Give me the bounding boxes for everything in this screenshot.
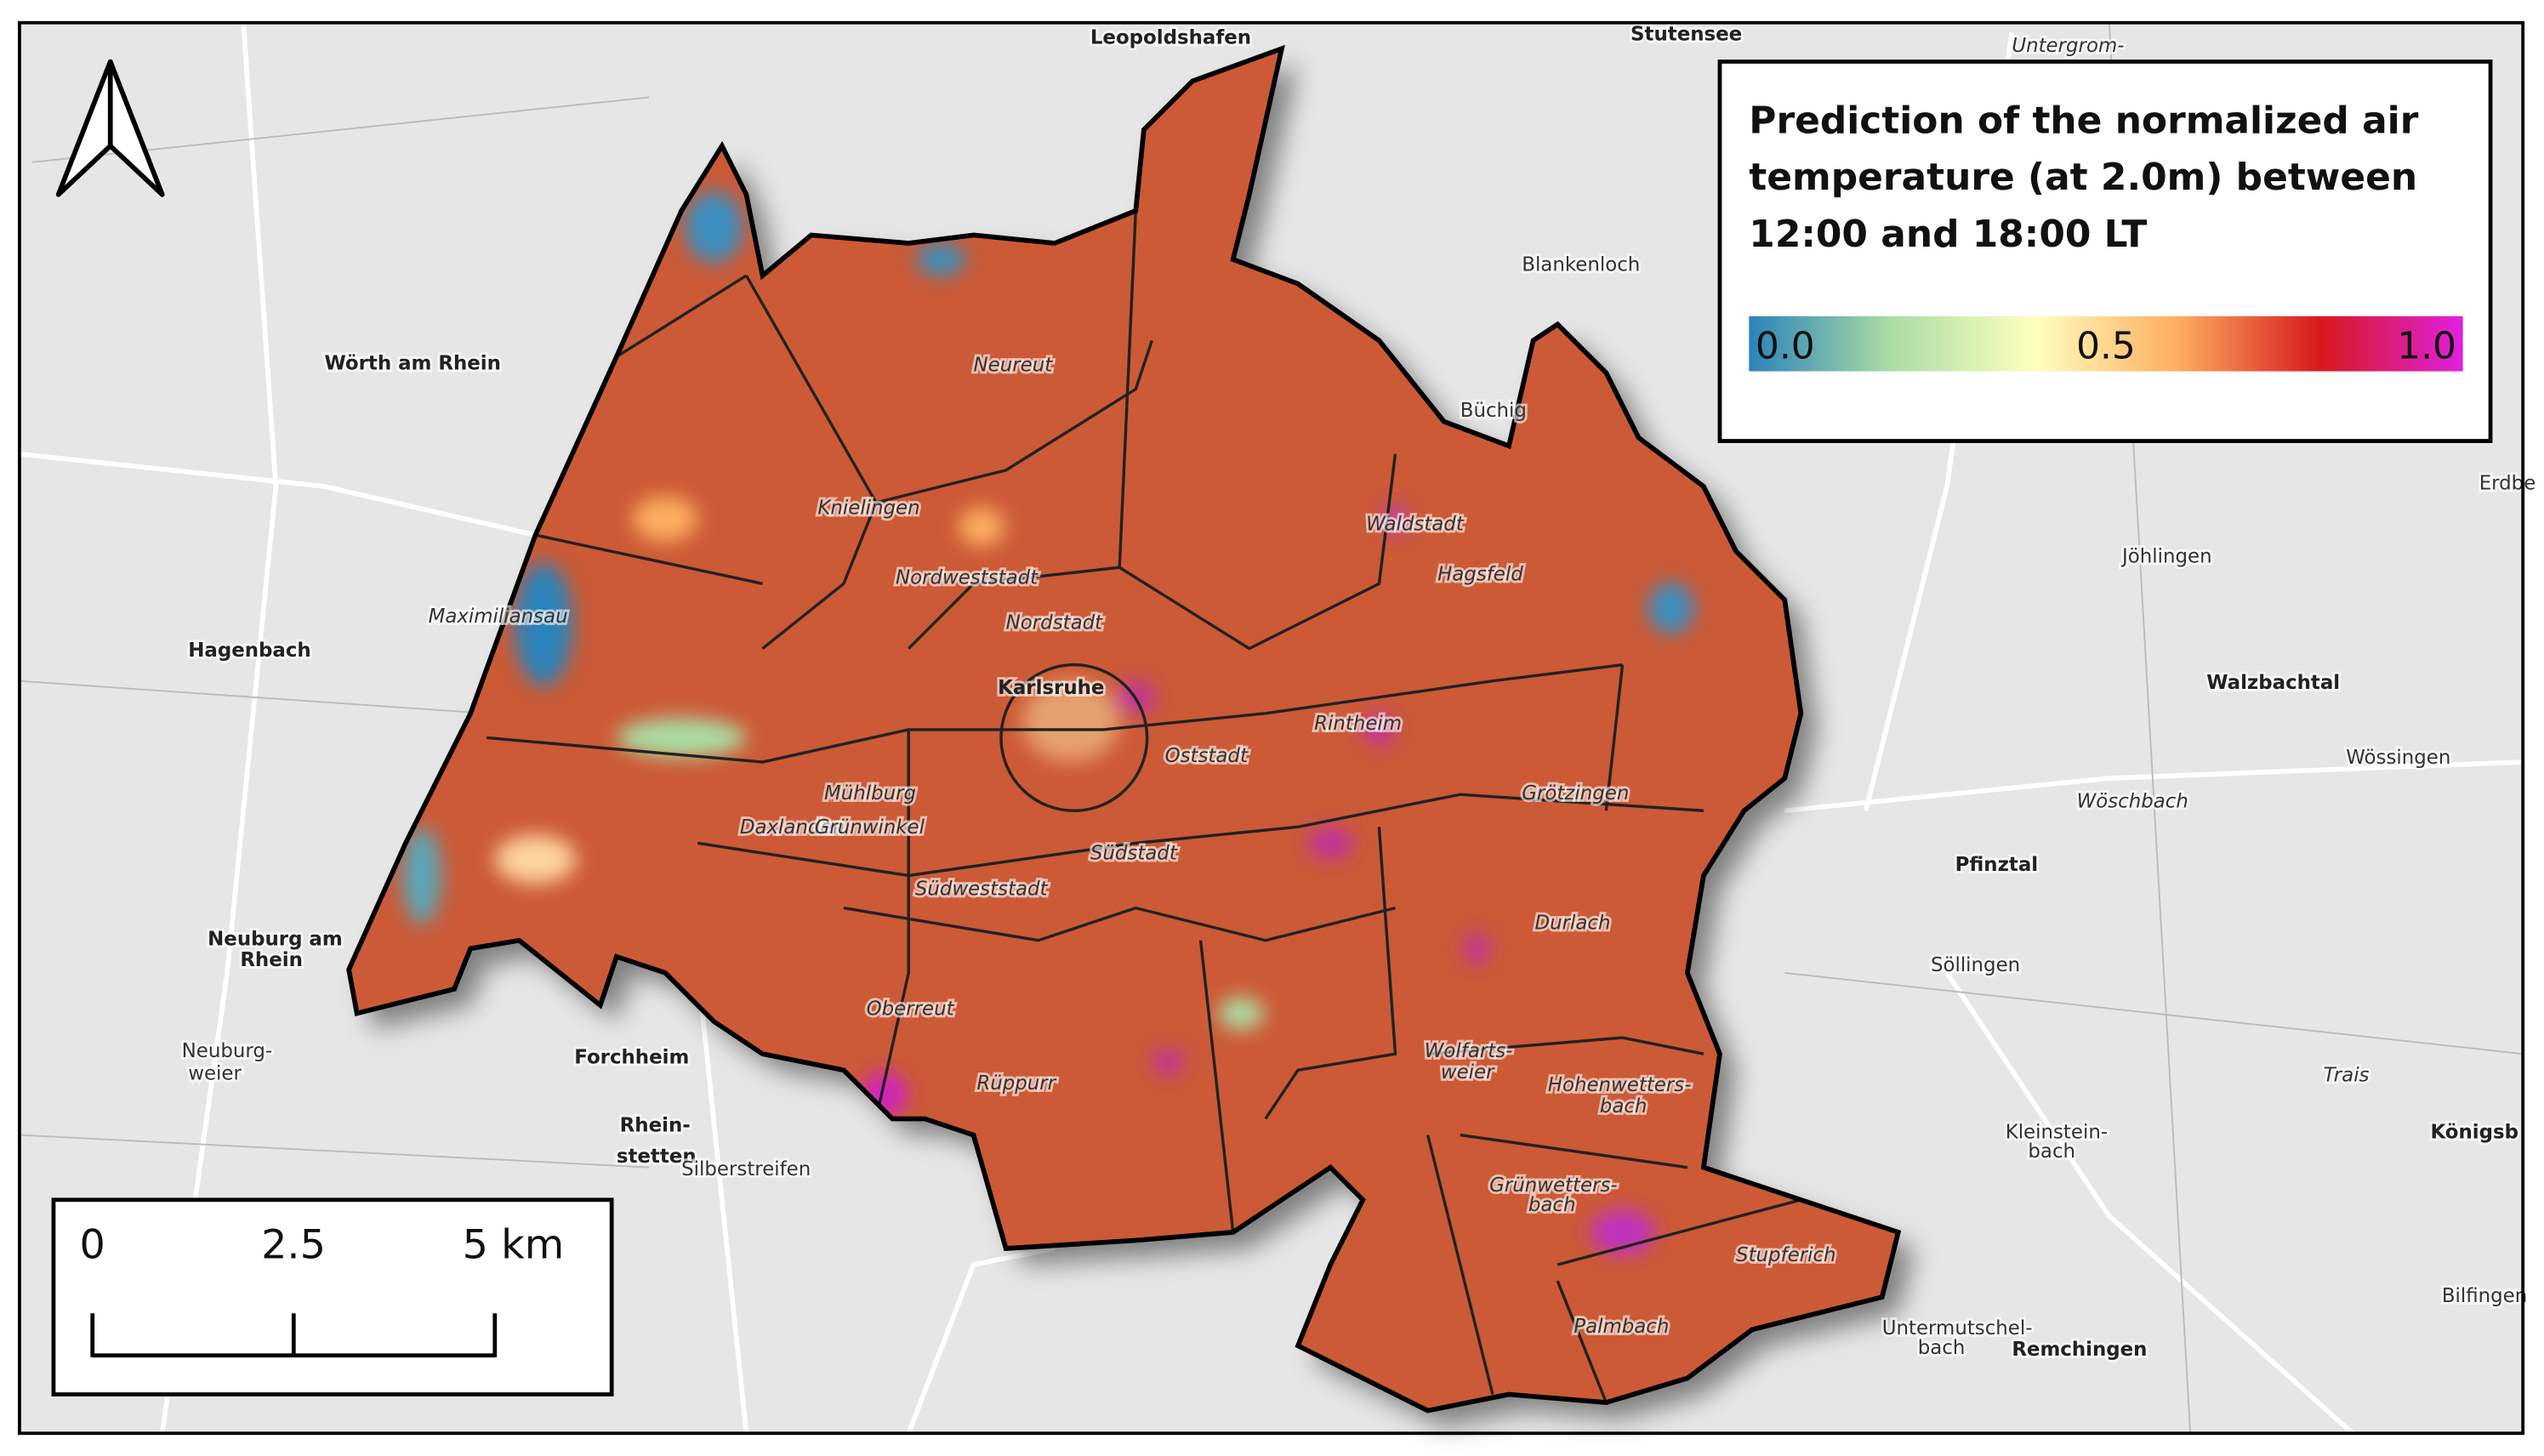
place-label: Wöschbach bbox=[2077, 790, 2188, 812]
place-label: bach bbox=[2028, 1140, 2075, 1163]
place-label: Pfinztal bbox=[1955, 854, 2039, 876]
place-label: Untermutschel- bbox=[1882, 1317, 2033, 1339]
place-label: Rintheim bbox=[1314, 713, 1402, 735]
legend-title: 12:00 and 18:00 LT bbox=[1749, 213, 2147, 256]
place-label: Durlach bbox=[1535, 912, 1611, 934]
place-label: Rhein- bbox=[620, 1115, 691, 1137]
place-label: Büchig bbox=[1460, 400, 1527, 422]
scale-label: 0 bbox=[79, 1221, 105, 1268]
place-label: weier bbox=[1441, 1061, 1495, 1083]
place-label: Südstadt bbox=[1090, 842, 1178, 864]
map-frame bbox=[17, 20, 2525, 1436]
place-label: Südweststadt bbox=[915, 878, 1049, 900]
place-label: Knielingen bbox=[817, 497, 919, 519]
place-label: Blankenloch bbox=[1522, 253, 1640, 276]
place-label: Silberstreifen bbox=[681, 1158, 811, 1180]
place-label: Trais bbox=[2324, 1065, 2370, 1087]
place-label: Königsb bbox=[2430, 1121, 2518, 1143]
place-label: Maximiliansau bbox=[429, 606, 568, 628]
place-label: Palmbach bbox=[1574, 1316, 1669, 1338]
place-label: Erdbe bbox=[2479, 473, 2536, 495]
place-label: stetten bbox=[617, 1146, 697, 1168]
place-label: Hohenwetters- bbox=[1548, 1074, 1692, 1096]
legend-title: Prediction of the normalized air bbox=[1749, 99, 2418, 142]
place-label: Forchheim bbox=[574, 1047, 689, 1069]
place-label: Grünwetters- bbox=[1489, 1174, 1618, 1197]
place-label: Walzbachtal bbox=[2206, 672, 2340, 694]
place-label: Rüppurr bbox=[976, 1072, 1056, 1095]
place-label: Kleinstein- bbox=[2006, 1121, 2108, 1143]
place-label: Hagenbach bbox=[188, 640, 310, 662]
legend-box bbox=[1717, 60, 2493, 443]
place-label: Untergrom- bbox=[2012, 35, 2124, 57]
legend-title: temperature (at 2.0m) between bbox=[1749, 156, 2417, 199]
colorbar-tick-label: 0.0 bbox=[1756, 324, 1815, 367]
place-label: Karlsruhe bbox=[998, 677, 1104, 699]
place-label: Wörth am Rhein bbox=[325, 353, 501, 375]
place-label: Wössingen bbox=[2346, 747, 2450, 769]
place-label: Mühlburg bbox=[824, 782, 916, 805]
place-label: Grötzingen bbox=[1522, 782, 1629, 805]
place-label: Grünwinkel bbox=[815, 816, 925, 839]
place-label: Oststadt bbox=[1165, 745, 1249, 767]
place-label: Oberreut bbox=[867, 998, 955, 1020]
place-label: Rhein bbox=[240, 949, 303, 971]
place-label: bach bbox=[1600, 1095, 1648, 1118]
place-label: Leopoldshafen bbox=[1090, 26, 1251, 48]
place-label: Stupferich bbox=[1736, 1244, 1836, 1266]
place-label: bach bbox=[1918, 1337, 1966, 1359]
place-label: Remchingen bbox=[2012, 1339, 2147, 1361]
place-label: Neuburg am bbox=[208, 928, 343, 950]
place-label: weier bbox=[188, 1063, 242, 1085]
scale-box bbox=[51, 1197, 614, 1396]
place-label: Neureut bbox=[974, 355, 1054, 377]
place-label: Nordweststadt bbox=[896, 566, 1039, 589]
place-label: bach bbox=[1528, 1194, 1576, 1216]
place-label: Hagsfeld bbox=[1437, 564, 1523, 586]
place-label: Wolfarts- bbox=[1425, 1040, 1513, 1062]
place-label: Nordstadt bbox=[1006, 612, 1103, 634]
scale-bar: 0 2.5 5 km bbox=[51, 1197, 614, 1396]
place-label: Söllingen bbox=[1931, 954, 2020, 976]
colorbar bbox=[1749, 316, 2463, 372]
colorbar-tick-label: 1.0 bbox=[2397, 324, 2456, 367]
legend: Prediction of the normalized air tempera… bbox=[1717, 60, 2493, 443]
place-labels: Leopoldshafen Stutensee Wörth am Rhein Hage… bbox=[179, 21, 2538, 1363]
place-label: Jöhlingen bbox=[2120, 546, 2212, 568]
place-label: Daxlanden bbox=[740, 816, 845, 839]
north-arrow bbox=[55, 59, 165, 197]
place-label: Stutensee bbox=[1631, 24, 1742, 46]
colorbar-tick-label: 0.5 bbox=[2076, 324, 2136, 367]
place-label: Waldstadt bbox=[1366, 513, 1465, 535]
scale-label: 2.5 bbox=[261, 1221, 326, 1268]
scale-label: 5 km bbox=[463, 1221, 565, 1268]
place-label: Neuburg- bbox=[182, 1040, 273, 1062]
place-label: Bilfingen bbox=[2442, 1285, 2527, 1307]
